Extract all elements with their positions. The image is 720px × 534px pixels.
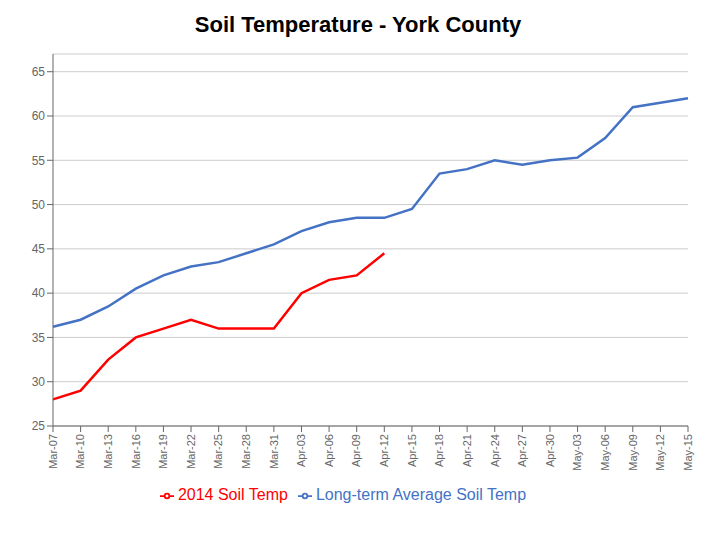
- svg-text:55: 55: [32, 154, 46, 168]
- html-text:Soil Temperature - York County: Soil Temperature - York County: [194, 12, 522, 37]
- svg-text:Mar-28: Mar-28: [240, 434, 252, 469]
- svg-text:Mar-16: Mar-16: [130, 434, 142, 469]
- svg-text:Apr-18: Apr-18: [433, 434, 445, 467]
- svg-text:Mar-22: Mar-22: [185, 434, 197, 469]
- svg-text:60: 60: [32, 109, 46, 123]
- svg-text:Mar-25: Mar-25: [212, 434, 224, 469]
- svg-text:May-09: May-09: [627, 434, 639, 471]
- svg-text:65: 65: [32, 65, 46, 79]
- svg-text:Mar-19: Mar-19: [157, 434, 169, 469]
- svg-text:May-15: May-15: [682, 434, 694, 471]
- svg-text:50: 50: [32, 198, 46, 212]
- svg-text:Mar-13: Mar-13: [102, 434, 114, 469]
- svg-text:40: 40: [32, 286, 46, 300]
- svg-text:Apr-06: Apr-06: [323, 434, 335, 467]
- svg-text:Apr-27: Apr-27: [516, 434, 528, 467]
- svg-text:Apr-30: Apr-30: [544, 434, 556, 467]
- svg-text:25: 25: [32, 419, 46, 433]
- svg-text:Mar-07: Mar-07: [47, 434, 59, 469]
- html-text:Long-term Average Soil Temp: Long-term Average Soil Temp: [315, 486, 527, 503]
- svg-text:Mar-10: Mar-10: [74, 434, 86, 469]
- svg-text:Apr-15: Apr-15: [406, 434, 418, 467]
- svg-text:45: 45: [32, 242, 46, 256]
- svg-text:May-12: May-12: [654, 434, 666, 471]
- svg-text:May-06: May-06: [599, 434, 611, 471]
- html-text:2014 Soil Temp: 2014 Soil Temp: [177, 486, 288, 503]
- svg-text:Mar-31: Mar-31: [268, 434, 280, 469]
- svg-text:Apr-03: Apr-03: [295, 434, 307, 467]
- svg-text:35: 35: [32, 331, 46, 345]
- svg-text:Apr-09: Apr-09: [351, 434, 363, 467]
- svg-text:Apr-21: Apr-21: [461, 434, 473, 467]
- svg-text:30: 30: [32, 375, 46, 389]
- svg-text:Apr-12: Apr-12: [378, 434, 390, 467]
- svg-text:Apr-24: Apr-24: [489, 434, 501, 467]
- svg-text:May-03: May-03: [571, 434, 583, 471]
